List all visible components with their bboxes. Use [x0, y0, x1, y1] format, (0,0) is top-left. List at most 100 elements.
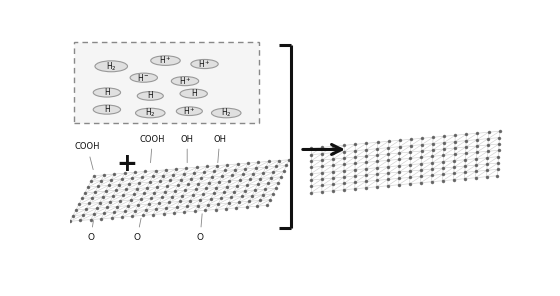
Point	[199, 192, 208, 197]
Point	[129, 192, 138, 197]
Point	[329, 169, 338, 174]
Point	[97, 178, 106, 183]
Point	[251, 165, 260, 170]
Point	[197, 176, 206, 180]
Point	[105, 199, 114, 204]
Ellipse shape	[130, 73, 157, 82]
Point	[351, 148, 360, 153]
Point	[495, 129, 504, 133]
Point	[119, 193, 128, 197]
Point	[217, 196, 226, 200]
Point	[126, 198, 135, 202]
Point	[254, 160, 263, 165]
Point	[406, 143, 415, 148]
Point	[440, 134, 449, 139]
Point	[450, 165, 459, 169]
Point	[373, 146, 382, 151]
Text: H: H	[104, 88, 110, 97]
Point	[484, 136, 493, 141]
Text: OH: OH	[213, 134, 226, 163]
Point	[439, 147, 448, 151]
Point	[306, 178, 315, 182]
Point	[230, 189, 239, 194]
Point	[141, 207, 150, 212]
Point	[361, 179, 370, 184]
Point	[362, 160, 371, 165]
Point	[483, 155, 492, 160]
Point	[214, 202, 223, 206]
Point	[329, 157, 338, 161]
Point	[428, 141, 437, 146]
Ellipse shape	[95, 61, 128, 72]
Point	[194, 181, 203, 186]
Point	[227, 195, 236, 200]
Point	[394, 176, 403, 181]
Point	[461, 138, 470, 143]
Point	[107, 177, 116, 182]
Point	[362, 166, 371, 171]
Point	[135, 181, 144, 185]
Point	[472, 150, 481, 155]
Point	[406, 156, 415, 161]
Point	[116, 198, 125, 203]
Point	[134, 202, 143, 207]
Point	[144, 202, 153, 206]
Point	[351, 155, 360, 159]
Point	[493, 161, 502, 165]
Point	[329, 163, 338, 168]
Point	[339, 175, 348, 179]
Point	[79, 212, 88, 217]
Point	[340, 143, 349, 148]
Point	[223, 163, 232, 167]
Point	[340, 149, 349, 154]
Point	[221, 206, 230, 211]
Point	[329, 150, 338, 155]
Point	[439, 159, 448, 164]
Point	[76, 218, 85, 223]
Point	[244, 161, 253, 165]
Point	[417, 136, 426, 141]
Point	[248, 171, 257, 176]
Point	[318, 189, 326, 194]
Point	[328, 176, 337, 181]
Point	[484, 130, 493, 135]
Point	[132, 186, 141, 191]
Point	[438, 172, 447, 177]
Point	[351, 161, 360, 166]
Point	[494, 154, 503, 159]
Point	[306, 171, 315, 176]
Point	[191, 187, 200, 192]
Point	[240, 188, 249, 193]
Point	[483, 149, 492, 154]
Point	[110, 210, 119, 215]
Point	[339, 156, 348, 160]
Point	[383, 184, 392, 188]
Text: H$^+$: H$^+$	[198, 58, 211, 70]
Point	[152, 207, 161, 211]
Text: OH: OH	[181, 134, 194, 163]
Point	[428, 135, 437, 140]
Point	[450, 146, 459, 150]
Point	[203, 202, 212, 207]
Point	[165, 200, 174, 205]
Point	[351, 142, 360, 147]
Point	[199, 170, 208, 175]
Point	[461, 151, 470, 156]
Text: H: H	[147, 91, 153, 100]
Point	[449, 171, 458, 176]
Point	[89, 212, 98, 216]
Point	[203, 164, 212, 169]
Point	[328, 182, 337, 187]
Point	[130, 170, 139, 175]
Point	[178, 193, 187, 198]
Point	[148, 174, 157, 179]
Text: H$_2$: H$_2$	[106, 60, 116, 73]
Point	[224, 201, 233, 205]
Point	[107, 215, 116, 220]
Point	[147, 196, 156, 201]
Point	[264, 159, 273, 164]
Point	[306, 165, 315, 170]
Point	[405, 169, 414, 173]
Text: H$^+$: H$^+$	[179, 75, 192, 87]
Point	[482, 168, 491, 173]
